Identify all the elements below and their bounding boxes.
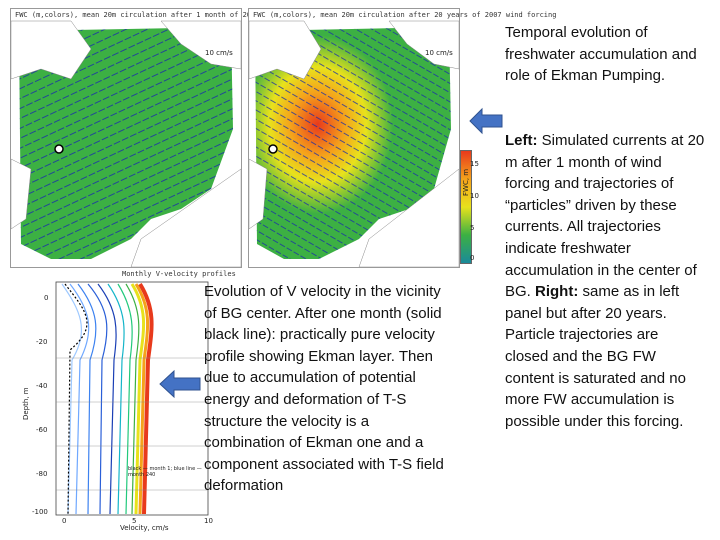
left-map-scale-label: 10 cm/s — [205, 49, 233, 57]
profile-figure — [55, 281, 209, 516]
right-map-scale-label: 10 cm/s — [425, 49, 453, 57]
velocity-profile-panel: Monthly V-velocity profiles 0 -20 -40 -6… — [10, 270, 236, 532]
arrow-left-icon-lower — [159, 369, 201, 399]
left-map-title: FWC (m,colors), mean 20m circulation aft… — [15, 11, 315, 19]
right-bold-label: Right: — [535, 283, 579, 301]
fwc-colorbar — [460, 150, 472, 264]
colorbar-unit: FWC, m — [462, 168, 470, 196]
right-map-title: FWC (m,colors), mean 20m circulation aft… — [253, 11, 557, 19]
right-body-text: same as in left panel but after 20 years… — [505, 283, 686, 430]
profile-x-label: Velocity, cm/s — [120, 524, 169, 532]
profile-ytick-40: -40 — [36, 382, 48, 390]
left-map-figure — [11, 20, 241, 267]
profile-xtick-0: 0 — [62, 517, 67, 525]
top-right-text: Temporal evolution of freshwater accumul… — [505, 24, 697, 85]
profile-y-label: Depth, m — [22, 387, 30, 420]
colorbar-tick-0: 0 — [470, 254, 475, 262]
profile-xtick-5: 5 — [132, 517, 137, 525]
colorbar-tick-5: 5 — [470, 224, 475, 232]
profile-ytick-60: -60 — [36, 426, 48, 434]
left-bold-label: Left: — [505, 132, 538, 149]
profile-ytick-100: -100 — [32, 508, 48, 516]
colorbar-tick-10: 10 — [470, 192, 479, 200]
profile-ytick-20: -20 — [36, 338, 48, 346]
left-body-text: Simulated currents at 20 m after 1 month… — [505, 132, 705, 301]
left-panel-description: Left: Simulated currents at 20 m after 1… — [505, 130, 705, 432]
profile-ytick-0: 0 — [44, 294, 49, 302]
right-map-panel: FWC (m,colors), mean 20m circulation aft… — [248, 8, 556, 268]
right-description: Left: Simulated currents at 20 m after 1… — [505, 130, 705, 432]
colorbar-tick-15: 15 — [470, 160, 479, 168]
profile-xtick-10: 10 — [204, 517, 213, 525]
bottom-middle-text: Evolution of V velocity in the vicinity … — [204, 283, 444, 495]
profile-legend: black — month 1; blue line — month 240 — [128, 466, 202, 478]
profile-ytick-80: -80 — [36, 470, 48, 478]
arrow-left-icon — [469, 107, 503, 135]
left-map-panel: FWC (m,colors), mean 20m circulation aft… — [10, 8, 314, 268]
right-map-figure — [249, 20, 459, 267]
profile-title: Monthly V-velocity profiles — [122, 270, 236, 278]
